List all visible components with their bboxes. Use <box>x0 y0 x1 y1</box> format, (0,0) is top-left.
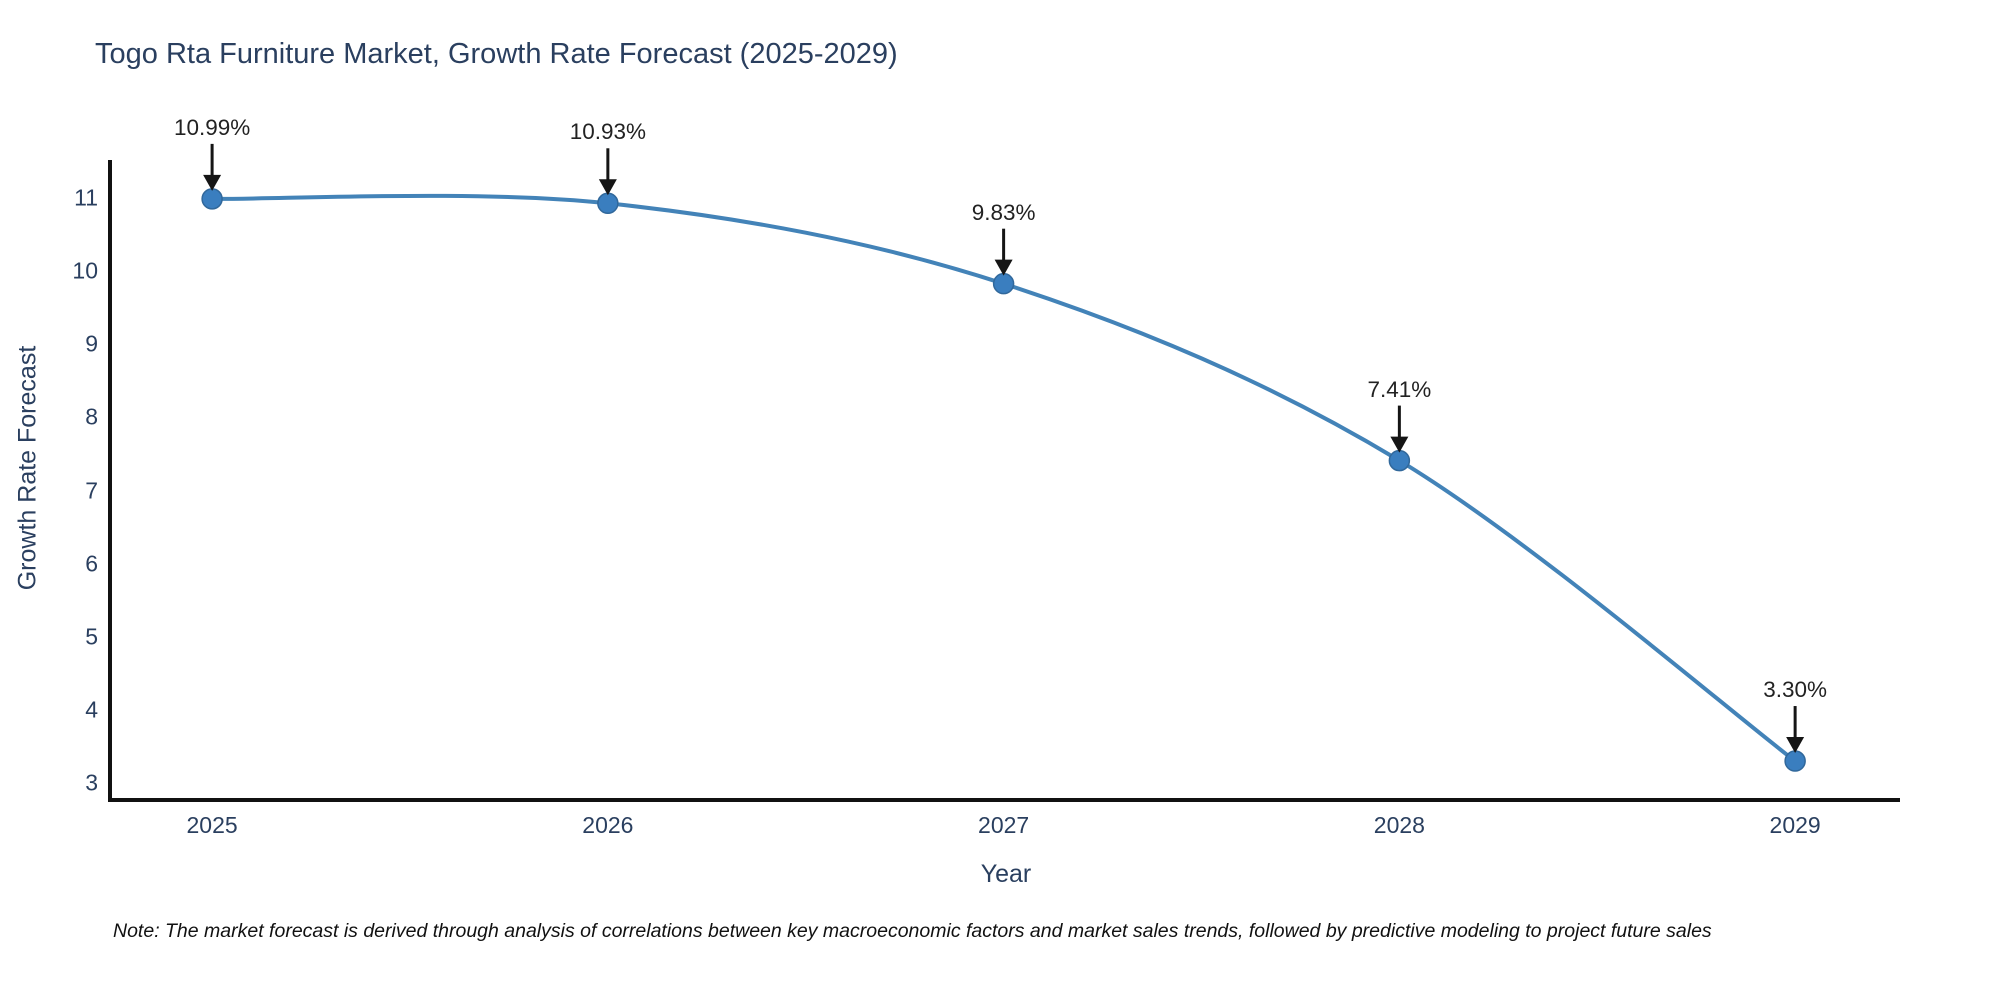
data-point-marker <box>1388 449 1411 472</box>
annotation-label: 7.41% <box>1367 376 1432 402</box>
annotation-label: 10.99% <box>173 114 251 140</box>
annotation-label: 9.83% <box>971 199 1036 225</box>
annotation-arrowhead-icon <box>1390 436 1409 453</box>
x-tick-label: 2029 <box>1769 812 1821 838</box>
x-tick-label: 2026 <box>582 812 634 838</box>
y-tick-label: 3 <box>85 769 98 796</box>
y-tick-label: 5 <box>85 623 98 650</box>
annotation-arrowhead-icon <box>1786 737 1805 754</box>
data-point-marker <box>597 192 619 215</box>
footnote: Note: The market forecast is derived thr… <box>113 920 1712 942</box>
chart-title: Togo Rta Furniture Market, Growth Rate F… <box>95 38 898 70</box>
x-tick-label: 2027 <box>978 812 1030 838</box>
annotation-arrowhead-icon <box>203 174 222 191</box>
x-tick-label: 2028 <box>1373 812 1425 838</box>
x-axis-title: Year <box>980 860 1032 888</box>
annotation-arrowhead-icon <box>994 259 1013 276</box>
y-tick-label: 4 <box>85 696 98 723</box>
y-tick-label: 10 <box>72 257 98 284</box>
annotation-label: 3.30% <box>1763 677 1828 703</box>
annotation-label: 10.93% <box>569 119 647 145</box>
data-point-marker <box>1784 750 1806 772</box>
data-point-marker <box>992 272 1015 295</box>
y-tick-label: 6 <box>85 550 98 577</box>
y-tick-label: 8 <box>85 403 98 430</box>
data-point-marker <box>201 188 223 210</box>
annotation-arrowhead-icon <box>598 179 617 196</box>
y-tick-label: 11 <box>74 184 98 211</box>
x-tick-label: 2025 <box>186 812 238 838</box>
y-tick-label: 9 <box>85 330 98 357</box>
y-tick-label: 7 <box>85 477 98 504</box>
